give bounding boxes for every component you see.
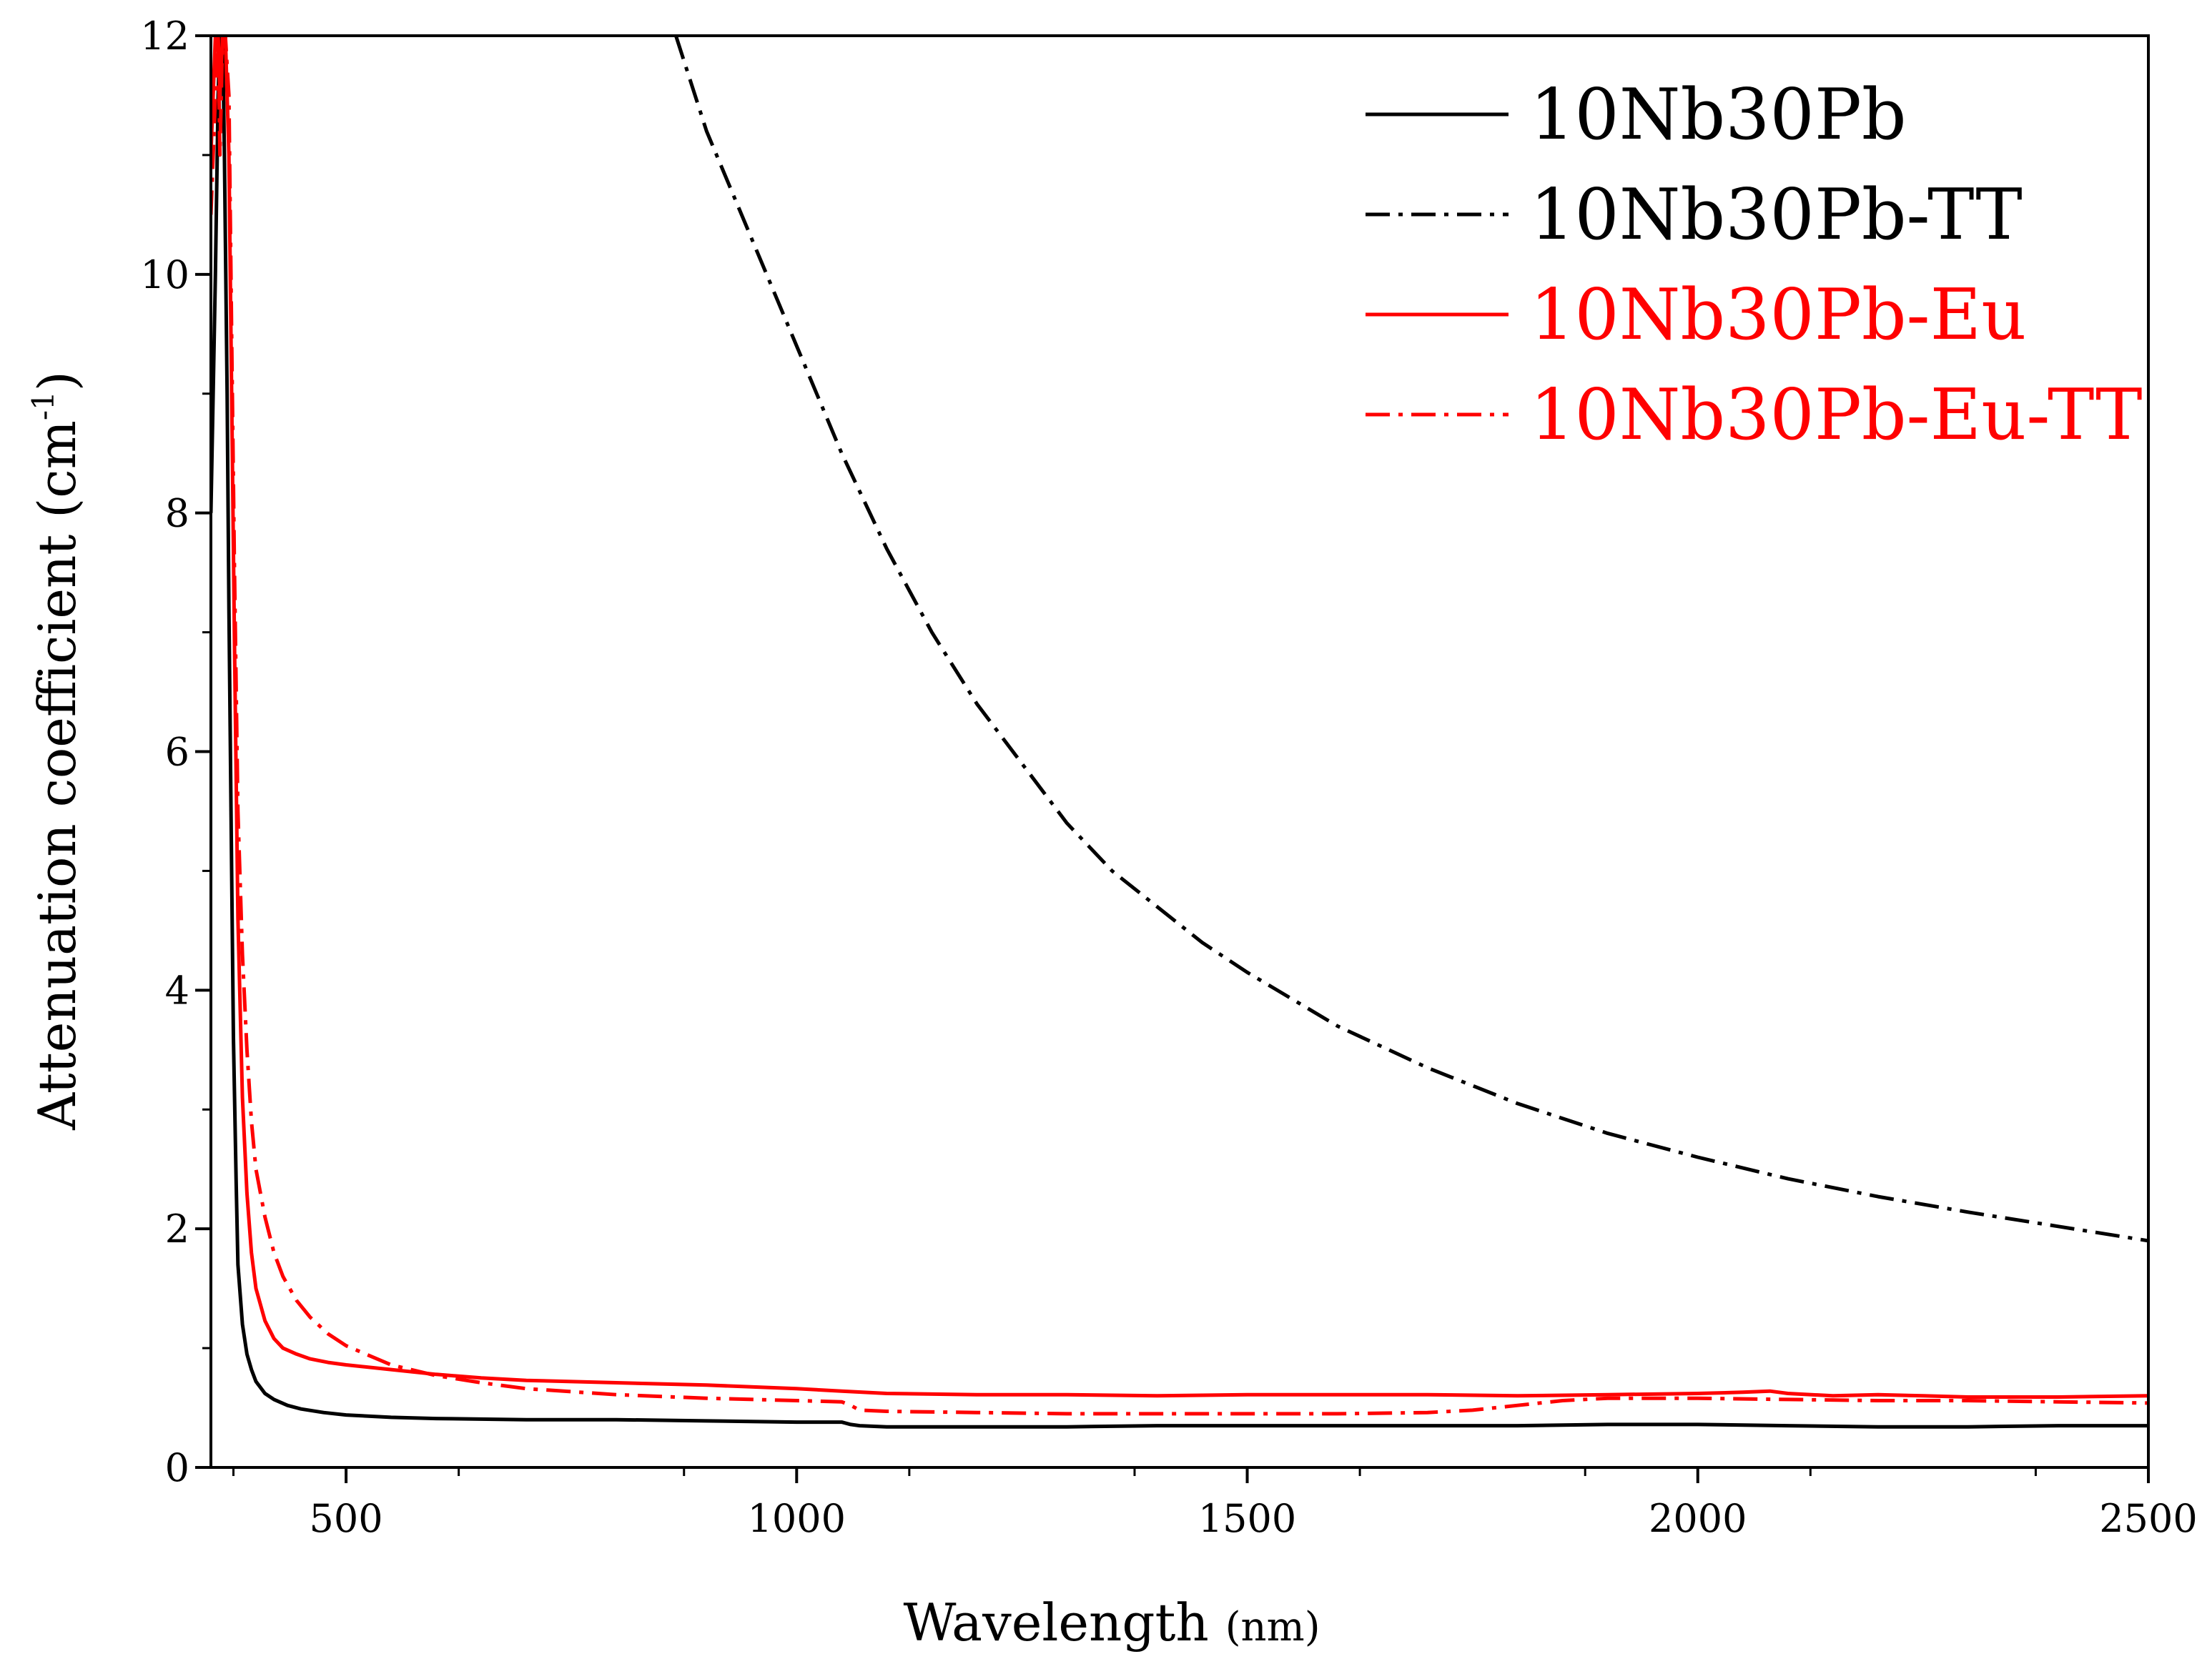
legend-label-4: 10Nb30Pb-Eu-TT xyxy=(1530,375,2143,456)
legend-label-3: 10Nb30Pb-Eu xyxy=(1530,274,2026,356)
y-tick-label: 0 xyxy=(165,1445,189,1490)
x-axis-title: Wavelength (nm) xyxy=(903,1593,1320,1653)
series-line-2 xyxy=(674,36,2148,1243)
x-tick-label: 2500 xyxy=(2099,1496,2197,1541)
x-tick-label: 1500 xyxy=(1198,1496,1296,1541)
x-tick-label: 1000 xyxy=(748,1496,846,1541)
series-layer xyxy=(211,36,2148,1429)
series-line-4 xyxy=(211,36,2148,1416)
legend-label-1: 10Nb30Pb xyxy=(1530,74,1907,156)
legend-label-2: 10Nb30Pb-TT xyxy=(1530,174,2023,256)
legend: 10Nb30Pb 10Nb30Pb-TT 10Nb30Pb-Eu 10Nb30Pb-E… xyxy=(1366,74,2143,456)
x-tick-label: 2000 xyxy=(1649,1496,1747,1541)
y-tick-label: 12 xyxy=(140,14,189,59)
x-tick-label: 500 xyxy=(310,1496,383,1541)
axis-layer: 500 1000 1500 2000 2500 0 2 4 6 8 10 12 xyxy=(140,14,2197,1541)
y-axis-title: Attenuation coefficient (cm-1) xyxy=(26,371,87,1131)
y-tick-label: 6 xyxy=(165,730,189,775)
y-tick-label: 8 xyxy=(165,491,189,536)
y-tick-label: 10 xyxy=(140,252,189,297)
y-tick-label: 4 xyxy=(165,968,189,1013)
series-line-1 xyxy=(211,36,2148,1429)
y-tick-label: 2 xyxy=(165,1207,189,1252)
